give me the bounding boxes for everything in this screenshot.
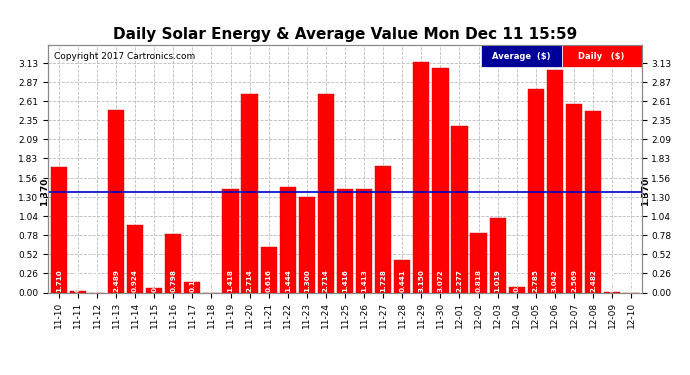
Text: 1.370: 1.370: [641, 178, 650, 206]
Text: 1.019: 1.019: [495, 269, 501, 292]
Bar: [509, 287, 525, 292]
Text: Average  ($): Average ($): [492, 52, 551, 61]
Bar: [394, 260, 411, 292]
FancyBboxPatch shape: [562, 45, 642, 67]
Text: 0.000: 0.000: [628, 269, 634, 292]
Bar: [375, 166, 391, 292]
Bar: [566, 104, 582, 292]
Bar: [50, 167, 67, 292]
Text: 1.413: 1.413: [361, 269, 367, 292]
Text: 0.070: 0.070: [514, 269, 520, 292]
Text: Copyright 2017 Cartronics.com: Copyright 2017 Cartronics.com: [55, 53, 195, 62]
Text: 0.924: 0.924: [132, 269, 138, 292]
Bar: [222, 189, 239, 292]
Text: 0.017: 0.017: [75, 269, 81, 292]
Bar: [261, 248, 277, 292]
Text: 0.798: 0.798: [170, 269, 176, 292]
Bar: [337, 189, 353, 292]
Text: 1.416: 1.416: [342, 269, 348, 292]
Text: 2.785: 2.785: [533, 269, 539, 292]
Bar: [165, 234, 181, 292]
Text: 0.000: 0.000: [94, 269, 100, 292]
Text: 0.068: 0.068: [151, 269, 157, 292]
Bar: [146, 288, 162, 292]
FancyBboxPatch shape: [482, 45, 562, 67]
Text: 2.482: 2.482: [590, 269, 596, 292]
Text: 2.714: 2.714: [323, 269, 329, 292]
Text: 3.042: 3.042: [552, 269, 558, 292]
Text: 0.441: 0.441: [400, 269, 405, 292]
Text: 2.569: 2.569: [571, 268, 577, 292]
Text: 1.370: 1.370: [40, 178, 49, 206]
Bar: [184, 282, 201, 292]
Text: 2.714: 2.714: [246, 269, 253, 292]
Text: 3.150: 3.150: [418, 269, 424, 292]
Text: 1.710: 1.710: [56, 269, 62, 292]
Bar: [241, 94, 257, 292]
Text: 3.072: 3.072: [437, 269, 444, 292]
Bar: [546, 70, 563, 292]
Text: 1.728: 1.728: [380, 269, 386, 292]
Bar: [489, 218, 506, 292]
Text: 0.000: 0.000: [208, 269, 215, 292]
Bar: [528, 88, 544, 292]
Text: 2.277: 2.277: [457, 269, 462, 292]
Bar: [356, 189, 372, 292]
Text: 0.001: 0.001: [609, 269, 615, 292]
Text: 0.616: 0.616: [266, 269, 272, 292]
Bar: [127, 225, 144, 292]
Text: 1.418: 1.418: [228, 269, 233, 292]
Bar: [471, 232, 486, 292]
Bar: [413, 62, 429, 292]
Bar: [70, 291, 86, 292]
Text: 1.444: 1.444: [285, 269, 290, 292]
Bar: [279, 187, 296, 292]
Bar: [108, 110, 124, 292]
Title: Daily Solar Energy & Average Value Mon Dec 11 15:59: Daily Solar Energy & Average Value Mon D…: [113, 27, 577, 42]
Bar: [451, 126, 468, 292]
Text: 0.137: 0.137: [189, 269, 195, 292]
Bar: [299, 197, 315, 292]
Bar: [318, 94, 334, 292]
Text: 1.300: 1.300: [304, 269, 310, 292]
Text: Daily   ($): Daily ($): [578, 52, 625, 61]
Text: 0.818: 0.818: [475, 269, 482, 292]
Bar: [433, 68, 448, 292]
Bar: [585, 111, 601, 292]
Text: 2.489: 2.489: [113, 269, 119, 292]
